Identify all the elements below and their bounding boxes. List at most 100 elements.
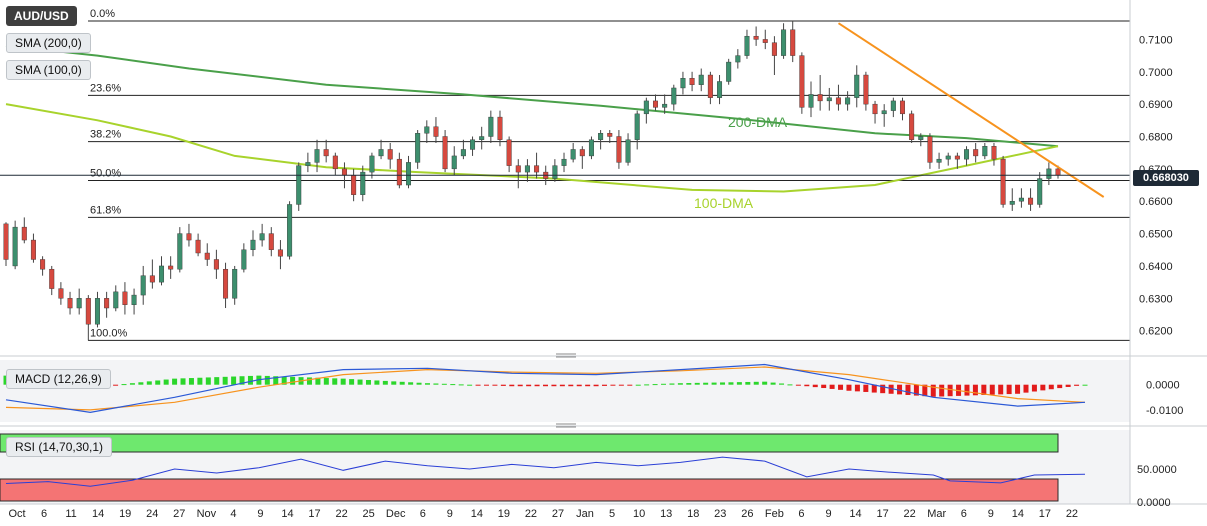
date-tick-label: 14 [1012, 508, 1024, 520]
date-tick-label: 6 [420, 508, 426, 520]
macd-histogram-bar [711, 382, 717, 385]
candle-body [625, 139, 631, 163]
candle-body [689, 78, 695, 85]
macd-histogram-bar [1006, 384, 1012, 395]
rsi-legend[interactable]: RSI (14,70,30,1) [6, 437, 113, 457]
price-tick-label: 0.6600 [1139, 196, 1173, 208]
candle-body [451, 155, 457, 170]
macd-histogram-bar [762, 381, 768, 385]
date-tick-label: 17 [1039, 508, 1051, 520]
macd-histogram-bar [745, 381, 751, 385]
candle-body [168, 265, 174, 270]
macd-histogram-bar [306, 377, 312, 385]
sma200-legend[interactable]: SMA (200,0) [6, 33, 91, 53]
macd-histogram-bar [247, 375, 253, 385]
macd-histogram-bar [332, 378, 338, 385]
price-tick-label: 0.6400 [1139, 261, 1173, 273]
candle-body [277, 249, 283, 257]
date-tick-label: 19 [119, 508, 131, 520]
rsi-overbought-band [0, 433, 1059, 453]
candle-body [881, 110, 887, 115]
downtrend-line [837, 22, 1105, 198]
date-tick-label: 14 [281, 508, 293, 520]
fib-level-label: 23.6% [90, 82, 121, 94]
candle-body [12, 226, 18, 267]
price-tick-label: 0.6300 [1139, 293, 1173, 305]
date-tick-label: 27 [552, 508, 564, 520]
date-tick-label: 22 [1066, 508, 1078, 520]
date-tick-label: 9 [447, 508, 453, 520]
fib-level-label: 100.0% [90, 327, 128, 339]
macd-histogram-bar [500, 384, 506, 386]
candle-body [726, 61, 732, 82]
macd-histogram-bar [180, 378, 186, 385]
macd-legend[interactable]: MACD (12,26,9) [6, 369, 111, 389]
macd-histogram-bar [475, 384, 481, 386]
date-tick-label: 9 [988, 508, 994, 520]
macd-histogram-bar [677, 383, 683, 385]
date-tick-label: Mar [927, 508, 946, 520]
candle-body [223, 268, 229, 299]
price-tick-label: 0.6200 [1139, 326, 1173, 338]
macd-histogram-bar [399, 381, 405, 385]
date-tick-label: Jan [576, 508, 594, 520]
macd-histogram-bar [981, 384, 987, 395]
macd-histogram-bar [694, 382, 700, 385]
candle-body [369, 155, 375, 173]
candle-body [973, 149, 979, 157]
candle-body [945, 155, 951, 160]
candle-body [241, 249, 247, 270]
macd-histogram-bar [728, 382, 734, 385]
macd-histogram-bar [964, 384, 970, 396]
date-tick-label: Feb [765, 508, 784, 520]
symbol-label: AUD/USD [6, 6, 77, 26]
candle-body [835, 97, 841, 105]
date-tick-label: Dec [386, 508, 406, 520]
macd-histogram-bar [517, 384, 523, 387]
candle-body [534, 165, 540, 173]
macd-histogram-bar [290, 376, 296, 385]
candle-body [396, 158, 402, 186]
date-tick-label: 27 [173, 508, 185, 520]
candle-body [863, 74, 869, 105]
candle-body [781, 29, 787, 56]
candle-body [460, 149, 466, 157]
macd-histogram-bar [441, 383, 447, 385]
macd-histogram-bar [753, 381, 759, 385]
date-tick-label: 6 [41, 508, 47, 520]
candle-body [1046, 168, 1052, 179]
macd-histogram-bar [576, 384, 582, 387]
candle-body [1037, 178, 1043, 205]
candle-body [406, 162, 412, 186]
candle-body [506, 139, 512, 166]
candle-body [67, 298, 73, 309]
date-tick-label: Oct [8, 508, 25, 520]
last-price-tag: 0.668030 [1133, 170, 1199, 186]
candle-body [360, 171, 366, 195]
macd-histogram-bar [1065, 384, 1071, 387]
candle-body [204, 252, 210, 260]
macd-histogram-bar [349, 379, 355, 385]
macd-histogram-bar [804, 384, 810, 387]
candle-body [771, 42, 777, 56]
candle-body [442, 136, 448, 170]
candle-body [479, 136, 485, 140]
macd-histogram-bar [1048, 384, 1054, 390]
macd-histogram-bar [551, 384, 557, 387]
sma100-legend[interactable]: SMA (100,0) [6, 60, 91, 80]
date-tick-label: 17 [876, 508, 888, 520]
candle-body [268, 233, 274, 250]
candle-body [652, 100, 658, 108]
candle-body [762, 39, 768, 43]
candle-body [351, 175, 357, 195]
candle-body [579, 149, 585, 157]
candle-body [1000, 158, 1006, 205]
macd-histogram-bar [197, 377, 203, 385]
macd-histogram-bar [509, 384, 515, 387]
macd-histogram-bar [821, 384, 827, 389]
macd-histogram-bar [812, 384, 818, 388]
candle-body [323, 149, 329, 157]
candle-body [131, 294, 137, 305]
rsi-tick-label: 0.0000 [1137, 497, 1171, 509]
